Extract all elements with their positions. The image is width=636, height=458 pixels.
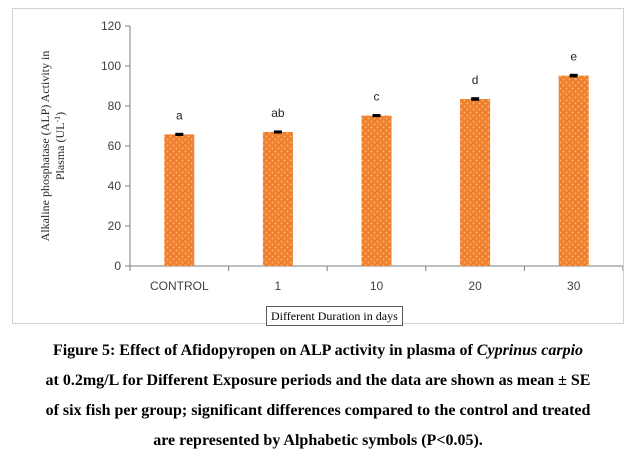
bars: a ab c d e <box>164 50 589 266</box>
bar <box>361 115 392 266</box>
x-tick-label: 1 <box>275 279 282 293</box>
y-axis-label-line2: Plasma (UL-1) <box>53 112 67 180</box>
y-tick-label: 80 <box>108 99 122 113</box>
x-tick-label: 30 <box>567 279 581 293</box>
bar <box>558 75 589 266</box>
y-tick-label: 0 <box>114 259 121 273</box>
caption-line-1-prefix: Figure 5: Effect of Afidopyropen on ALP … <box>52 342 477 359</box>
caption-line-4: are represented by Alphabetic symbols (P… <box>153 432 483 449</box>
significance-label: ab <box>271 106 285 120</box>
bar <box>460 99 491 266</box>
y-tick-label: 60 <box>108 139 122 153</box>
y-axis-label-line2-sup: -1 <box>53 116 62 123</box>
y-axis-label: Alkaline phosphatase (ALP) Activity in P… <box>38 51 67 242</box>
significance-label: e <box>570 50 577 64</box>
y-axis-label-line1: Alkaline phosphatase (ALP) Activity in <box>38 51 52 242</box>
y-tick-label: 40 <box>108 179 122 193</box>
bar-chart: Alkaline phosphatase (ALP) Activity in P… <box>38 19 623 293</box>
x-tick-label: 10 <box>370 279 384 293</box>
bar <box>164 134 195 266</box>
chart-area: Alkaline phosphatase (ALP) Activity in P… <box>12 8 624 326</box>
bar <box>262 132 293 266</box>
caption-line-3: of six fish per group; significant diffe… <box>45 402 591 419</box>
caption-line-2: at 0.2mg/L for Different Exposure period… <box>45 372 591 389</box>
significance-label: d <box>472 73 479 87</box>
y-tick-label: 100 <box>101 59 121 73</box>
y-tick-label: 120 <box>101 19 121 33</box>
x-axis-label: Different Duration in days <box>266 306 403 326</box>
y-tick-label: 20 <box>108 219 122 233</box>
figure-caption: Figure 5: Effect of Afidopyropen on ALP … <box>6 336 630 456</box>
x-tick-label: CONTROL <box>150 279 209 293</box>
significance-label: c <box>374 90 380 104</box>
x-tick-label: 20 <box>468 279 482 293</box>
x-ticks: CONTROL 1 10 20 30 <box>129 266 623 293</box>
y-axis-label-line2-end: ) <box>53 112 67 116</box>
caption-line-1: Figure 5: Effect of Afidopyropen on ALP … <box>6 336 630 366</box>
y-ticks: 0 20 40 60 80 100 120 <box>101 19 130 273</box>
significance-label: a <box>176 108 183 122</box>
caption-species: Cyprinus carpio <box>476 342 584 359</box>
y-axis-label-line2-main: Plasma (UL <box>53 123 67 181</box>
